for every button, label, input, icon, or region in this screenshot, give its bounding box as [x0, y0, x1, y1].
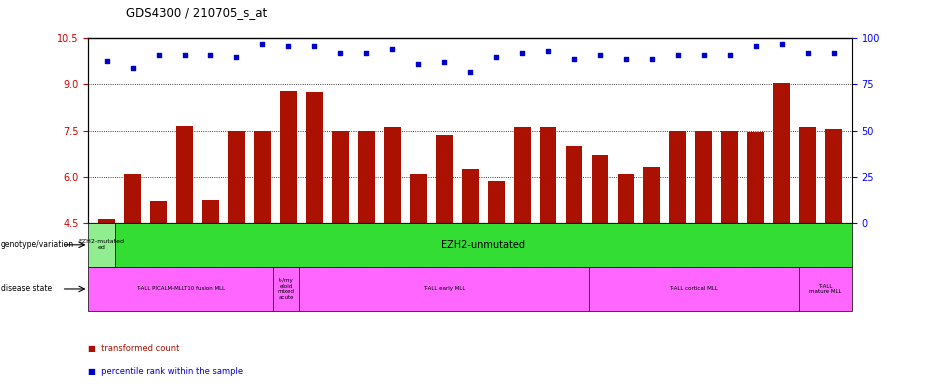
Bar: [410, 174, 426, 223]
Point: [100, 58, 115, 64]
Text: EZH2-mutated
ed: EZH2-mutated ed: [78, 239, 125, 250]
Point: [696, 52, 711, 58]
Bar: [722, 131, 738, 223]
Bar: [331, 131, 349, 223]
Text: t-/my
eloid
mixed
acute: t-/my eloid mixed acute: [277, 278, 294, 300]
Point: [281, 43, 296, 49]
Bar: [273, 267, 299, 311]
Point: [489, 54, 504, 60]
Bar: [98, 219, 115, 223]
Point: [333, 50, 348, 56]
Point: [801, 50, 816, 56]
Bar: [643, 167, 660, 223]
Point: [775, 41, 789, 47]
Text: GDS4300 / 210705_s_at: GDS4300 / 210705_s_at: [126, 6, 267, 19]
Bar: [488, 181, 505, 223]
Bar: [88, 267, 273, 311]
Bar: [669, 131, 686, 223]
Text: EZH2-unmutated: EZH2-unmutated: [441, 240, 525, 250]
Point: [463, 68, 478, 74]
Text: T-ALL cortical MLL: T-ALL cortical MLL: [669, 286, 719, 291]
Bar: [514, 127, 531, 223]
Bar: [591, 155, 609, 223]
Bar: [202, 200, 219, 223]
Point: [515, 50, 530, 56]
Bar: [150, 201, 167, 223]
Bar: [695, 131, 712, 223]
Bar: [358, 131, 374, 223]
Text: T-ALL
mature MLL: T-ALL mature MLL: [809, 283, 842, 295]
Text: ■  transformed count: ■ transformed count: [88, 344, 180, 353]
Point: [567, 56, 582, 62]
Bar: [306, 92, 323, 223]
Point: [644, 56, 659, 62]
Bar: [228, 131, 245, 223]
Point: [670, 52, 685, 58]
Bar: [462, 169, 479, 223]
Point: [358, 50, 373, 56]
Point: [151, 52, 166, 58]
Bar: [617, 174, 634, 223]
Bar: [799, 267, 852, 311]
Bar: [588, 267, 799, 311]
Point: [203, 52, 218, 58]
Point: [385, 46, 399, 53]
Text: ■  percentile rank within the sample: ■ percentile rank within the sample: [88, 367, 244, 376]
Point: [722, 52, 737, 58]
Bar: [176, 126, 193, 223]
Bar: [436, 135, 452, 223]
Bar: [774, 83, 790, 223]
Text: disease state: disease state: [1, 285, 52, 293]
Point: [826, 50, 841, 56]
Bar: [384, 127, 400, 223]
Point: [229, 54, 244, 60]
Text: T-ALL PICALM-MLLT10 fusion MLL: T-ALL PICALM-MLLT10 fusion MLL: [136, 286, 225, 291]
Point: [541, 48, 556, 55]
Point: [125, 65, 140, 71]
Point: [255, 41, 270, 47]
Text: T-ALL early MLL: T-ALL early MLL: [423, 286, 465, 291]
Bar: [280, 91, 297, 223]
Point: [749, 43, 763, 49]
Bar: [565, 146, 583, 223]
Bar: [540, 127, 557, 223]
Bar: [299, 267, 588, 311]
Bar: [748, 132, 764, 223]
Bar: [88, 223, 115, 267]
Text: genotype/variation: genotype/variation: [1, 240, 74, 249]
Point: [177, 52, 192, 58]
Point: [592, 52, 607, 58]
Bar: [124, 174, 141, 223]
Point: [437, 59, 452, 65]
Point: [307, 43, 322, 49]
Bar: [825, 129, 843, 223]
Bar: [800, 127, 816, 223]
Point: [618, 56, 633, 62]
Bar: [254, 131, 271, 223]
Point: [411, 61, 425, 67]
